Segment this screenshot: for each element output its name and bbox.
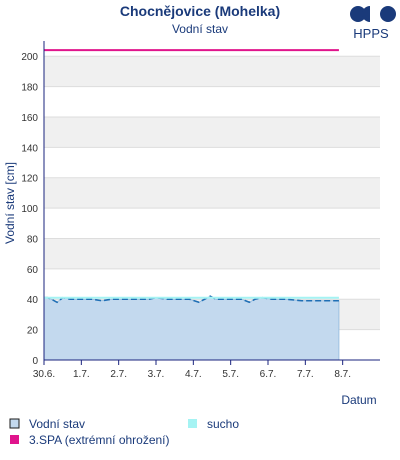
axes [43, 41, 380, 365]
hpps-logo-half-circle [362, 6, 370, 22]
chart-subtitle: Vodní stav [172, 22, 228, 36]
y-tick-label: 0 [32, 356, 38, 367]
hpps-logo-label: HPPS [353, 26, 389, 41]
hpps-logo-circle-right [380, 6, 396, 22]
grid-band [44, 116, 380, 148]
x-tick-label: 1.7. [73, 369, 90, 380]
legend-label: Vodní stav [29, 417, 85, 431]
grid-band [44, 238, 380, 269]
chart-title: Chocnějovice (Mohelka) [120, 3, 280, 19]
y-tick-label: 140 [21, 143, 38, 154]
legend-swatch [188, 419, 197, 428]
legend-label: sucho [207, 417, 239, 431]
series-layer [43, 49, 340, 361]
x-tick-label: 30.6. [33, 369, 55, 380]
x-tick-label: 3.7. [148, 369, 165, 380]
y-tick-label: 180 [21, 83, 38, 94]
y-tick-label: 100 [21, 204, 38, 215]
x-tick-label: 2.7. [110, 369, 127, 380]
legend-swatch [9, 418, 20, 429]
y-tick-label: 120 [21, 174, 38, 185]
y-tick-label: 80 [27, 234, 39, 245]
x-tick-label: 4.7. [185, 369, 202, 380]
y-tick-label: 60 [27, 265, 39, 276]
x-tick-label: 8.7. [334, 369, 351, 380]
legend-label: 3.SPA (extrémní ohrožení) [29, 433, 170, 447]
x-tick-label: 6.7. [260, 369, 277, 380]
legend: Vodní stav sucho 3.SPA (extrémní ohrožení) [9, 417, 239, 447]
x-tick-label: 7.7. [297, 369, 314, 380]
y-axis-label: Vodní stav [cm] [3, 162, 17, 244]
grid-band [44, 56, 380, 87]
legend-swatch [10, 435, 19, 444]
grid-band [44, 177, 380, 209]
hpps-logo: HPPS [350, 6, 396, 41]
y-tick-label: 40 [27, 295, 39, 306]
grid-band-top [44, 41, 380, 57]
series-area-0 [43, 295, 340, 361]
x-axis-label: Datum [341, 393, 376, 407]
y-tick-label: 200 [21, 52, 38, 63]
grid-bands [44, 41, 380, 330]
x-tick-label: 5.7. [222, 369, 239, 380]
tick-labels: 0 20 40 60 80 100 120 140 160 180 200 30.6. 1.7. 2.7.… [21, 52, 351, 380]
y-tick-label: 160 [21, 113, 38, 124]
grid-lines [44, 55, 380, 361]
hpps-logo-circle-left [350, 6, 366, 22]
y-tick-label: 20 [27, 326, 39, 337]
